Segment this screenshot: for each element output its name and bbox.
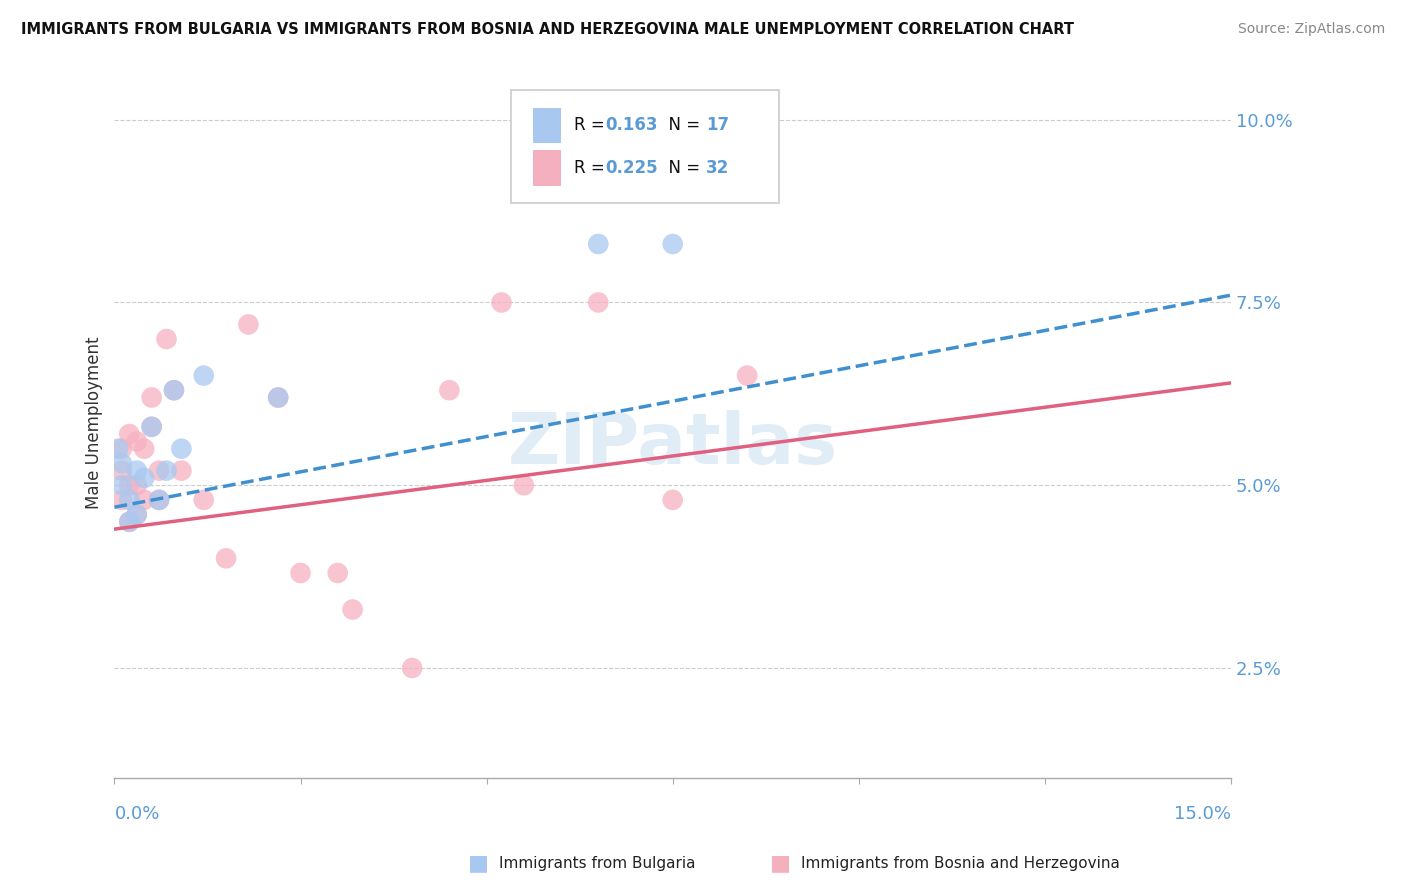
Point bbox=[111, 456, 134, 470]
Point bbox=[125, 434, 148, 449]
Text: IMMIGRANTS FROM BULGARIA VS IMMIGRANTS FROM BOSNIA AND HERZEGOVINA MALE UNEMPLOY: IMMIGRANTS FROM BULGARIA VS IMMIGRANTS F… bbox=[21, 22, 1074, 37]
Point bbox=[155, 464, 177, 478]
Point bbox=[118, 492, 141, 507]
Point bbox=[141, 419, 163, 434]
Point bbox=[163, 383, 186, 397]
Bar bbox=[533, 150, 561, 186]
Point bbox=[125, 478, 148, 492]
Point bbox=[661, 237, 683, 252]
Point bbox=[170, 464, 193, 478]
Point bbox=[586, 237, 609, 252]
Point bbox=[735, 368, 758, 383]
Point bbox=[111, 442, 134, 456]
Point bbox=[118, 427, 141, 442]
Point bbox=[439, 383, 461, 397]
Text: N =: N = bbox=[658, 159, 706, 177]
Point bbox=[118, 478, 141, 492]
Text: 0.163: 0.163 bbox=[606, 116, 658, 135]
Text: ■: ■ bbox=[770, 854, 790, 873]
Bar bbox=[533, 108, 561, 143]
Point bbox=[170, 442, 193, 456]
Point bbox=[586, 295, 609, 310]
Text: 32: 32 bbox=[706, 159, 730, 177]
Point bbox=[401, 661, 423, 675]
Point bbox=[193, 492, 215, 507]
Point bbox=[125, 464, 148, 478]
Point bbox=[193, 368, 215, 383]
Point bbox=[141, 391, 163, 405]
Point bbox=[215, 551, 238, 566]
Point bbox=[125, 508, 148, 522]
Text: R =: R = bbox=[575, 159, 610, 177]
Point bbox=[111, 478, 134, 492]
Point bbox=[267, 391, 290, 405]
Text: 0.0%: 0.0% bbox=[114, 805, 160, 823]
Point bbox=[661, 492, 683, 507]
Point bbox=[111, 492, 134, 507]
Text: 0.225: 0.225 bbox=[606, 159, 658, 177]
Text: Immigrants from Bulgaria: Immigrants from Bulgaria bbox=[499, 856, 696, 871]
Point bbox=[148, 492, 170, 507]
Text: R =: R = bbox=[575, 116, 610, 135]
Point bbox=[118, 515, 141, 529]
Point bbox=[134, 442, 156, 456]
Y-axis label: Male Unemployment: Male Unemployment bbox=[86, 337, 103, 509]
Point bbox=[155, 332, 177, 346]
Point bbox=[267, 391, 290, 405]
Text: Source: ZipAtlas.com: Source: ZipAtlas.com bbox=[1237, 22, 1385, 37]
Text: Immigrants from Bosnia and Herzegovina: Immigrants from Bosnia and Herzegovina bbox=[801, 856, 1121, 871]
Point bbox=[290, 566, 312, 580]
Text: ■: ■ bbox=[468, 854, 488, 873]
Point bbox=[163, 383, 186, 397]
Point bbox=[134, 471, 156, 485]
Point bbox=[491, 295, 513, 310]
FancyBboxPatch shape bbox=[510, 90, 779, 203]
Text: 15.0%: 15.0% bbox=[1174, 805, 1232, 823]
Point bbox=[326, 566, 349, 580]
Point bbox=[111, 464, 134, 478]
Point bbox=[148, 464, 170, 478]
Text: ZIPatlas: ZIPatlas bbox=[508, 410, 838, 479]
Point bbox=[238, 318, 260, 332]
Point bbox=[141, 419, 163, 434]
Point bbox=[118, 515, 141, 529]
Point bbox=[107, 442, 129, 456]
Point bbox=[513, 478, 536, 492]
Text: 17: 17 bbox=[706, 116, 730, 135]
Point bbox=[148, 492, 170, 507]
Point bbox=[342, 602, 364, 616]
Point bbox=[125, 508, 148, 522]
Text: N =: N = bbox=[658, 116, 706, 135]
Point bbox=[134, 492, 156, 507]
